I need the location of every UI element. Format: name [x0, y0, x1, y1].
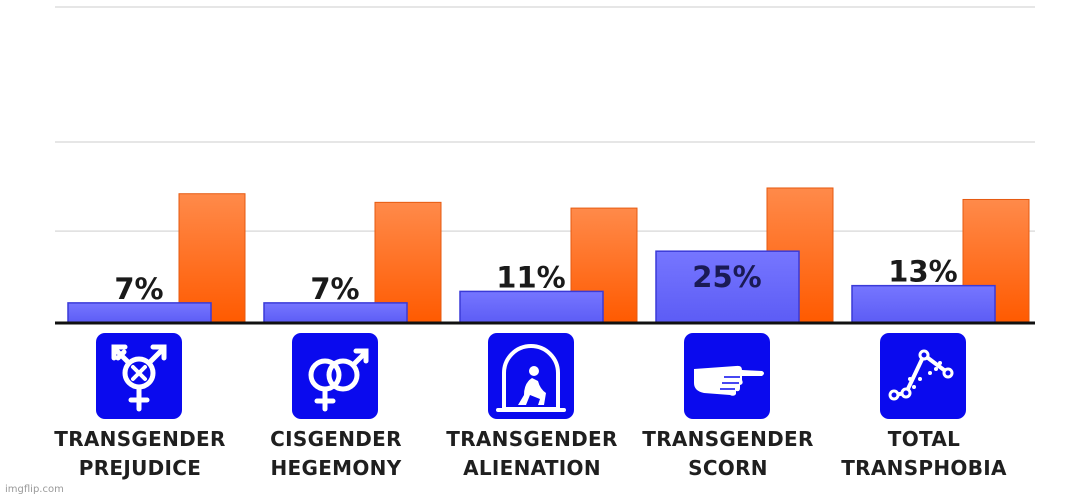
transgender-symbol-icon [96, 333, 182, 419]
bars [67, 187, 1030, 324]
isolated-figure-icon [488, 333, 574, 419]
category-label-0: TRANSGENDER PREJUDICE [54, 427, 226, 480]
bar-orange-0 [178, 193, 246, 324]
data-label-2: 11% [496, 260, 565, 294]
data-label-0: 7% [114, 272, 163, 306]
scatter-trend-icon [880, 333, 966, 419]
watermark: imgflip.com [5, 484, 64, 495]
pointing-hand-icon [684, 333, 770, 419]
bar-blue-1 [263, 302, 408, 324]
category-label-4: TOTAL TRANSPHOBIA [841, 427, 1007, 480]
category-label-1: CISGENDER HEGEMONY [270, 427, 402, 480]
bar-blue-4 [851, 284, 996, 324]
bar-chart: 7% 7% 11% 25% 13% [55, 6, 1035, 325]
data-label-3: 25% [692, 260, 761, 294]
data-label-1: 7% [310, 272, 359, 306]
bar-blue-0 [67, 302, 212, 324]
category-label-2: TRANSGENDER ALIENATION [446, 427, 618, 480]
male-female-symbol-icon [292, 333, 378, 419]
data-label-4: 13% [888, 255, 957, 289]
bar-blue-2 [459, 290, 604, 324]
data-labels: 7% 7% 11% 25% 13% [114, 255, 957, 306]
category-label-3: TRANSGENDER SCORN [642, 427, 814, 480]
